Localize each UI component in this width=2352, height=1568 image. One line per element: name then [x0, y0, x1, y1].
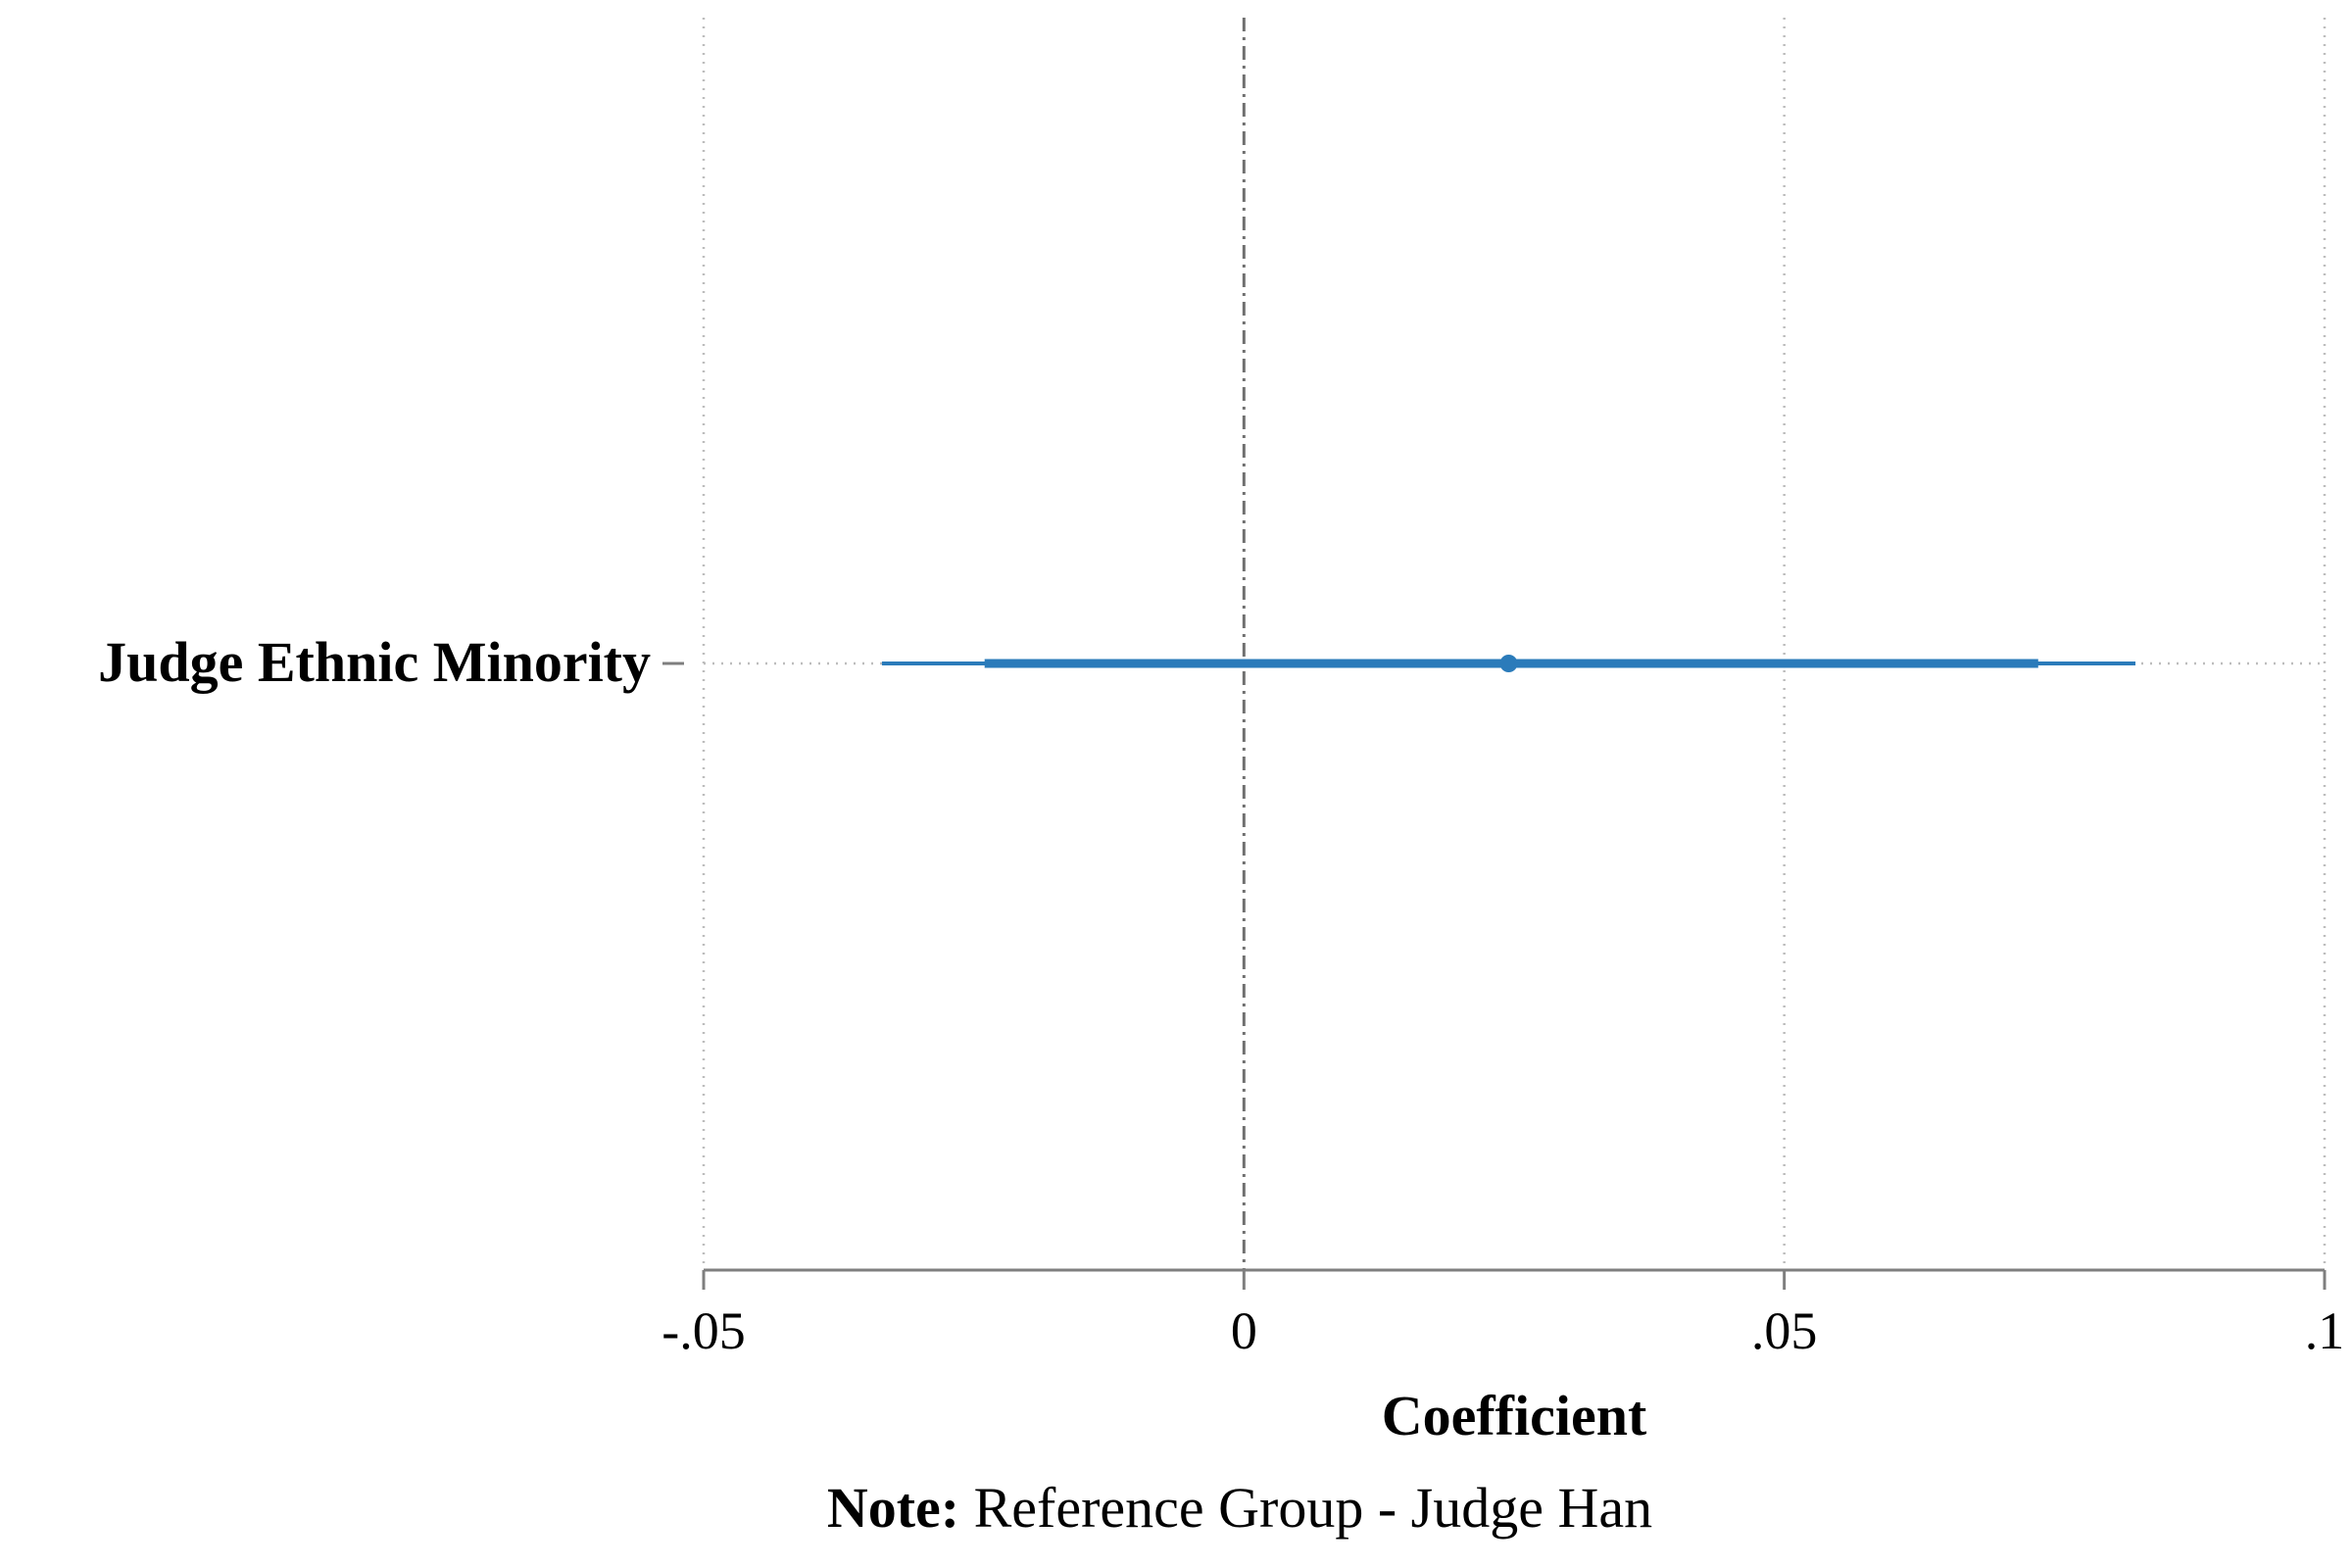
x-tick-label: .1	[2305, 1301, 2345, 1360]
note-text: Reference Group - Judge Han	[959, 1476, 1653, 1540]
x-axis-title: Coefficient	[1382, 1384, 1647, 1447]
x-tick-label: .05	[1751, 1301, 1818, 1360]
coefficient-label: Judge Ethnic Minority	[98, 630, 651, 694]
chart-note: Note: Reference Group - Judge Han	[0, 1475, 2352, 1541]
note-prefix: Note:	[826, 1476, 960, 1540]
x-tick-label: -.05	[662, 1301, 745, 1360]
point-estimate	[1499, 655, 1518, 672]
x-tick-label: 0	[1231, 1301, 1257, 1360]
